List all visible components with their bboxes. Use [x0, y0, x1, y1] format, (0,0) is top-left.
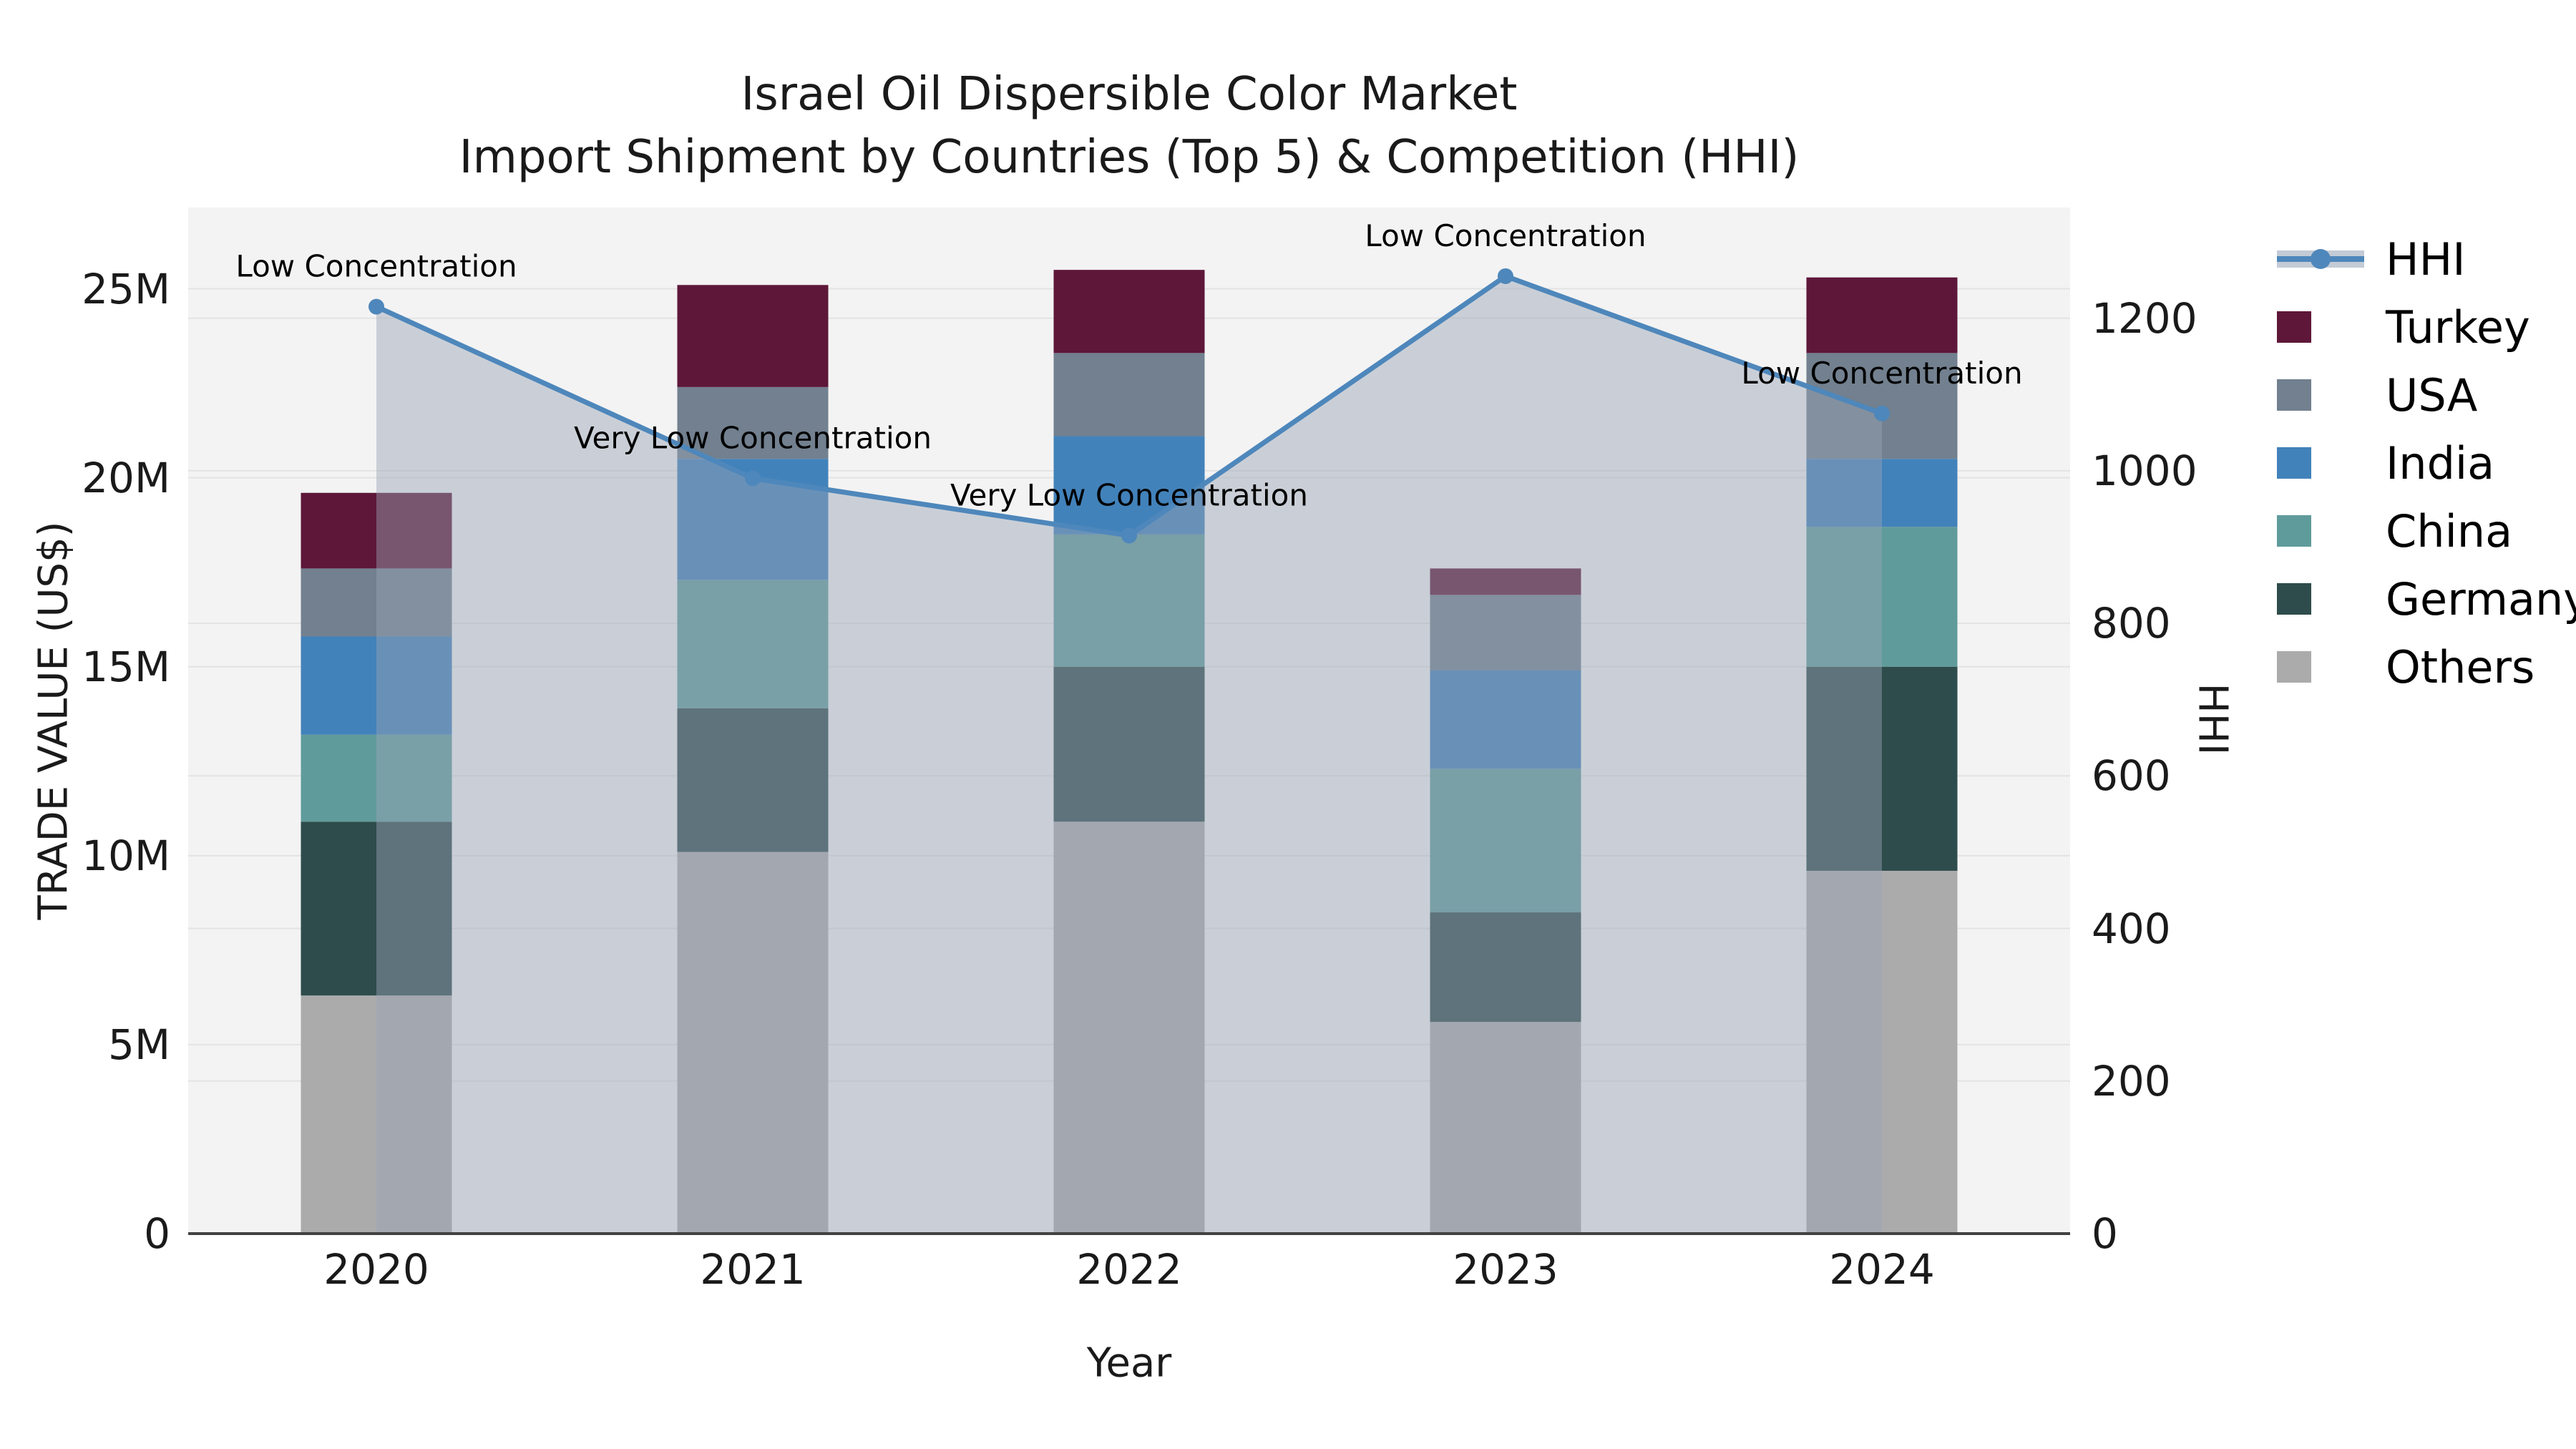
hhi-marker-2022 [1121, 527, 1137, 544]
bar-segment-2023-Others [1430, 1022, 1581, 1234]
y-left-tick-25M: 25M [82, 264, 170, 313]
y-right-tick-600: 600 [2092, 751, 2171, 801]
bar-segment-2024-Turkey [1806, 277, 1958, 353]
chart-title-line2: Import Shipment by Countries (Top 5) & C… [459, 131, 1800, 184]
y-left-tick-0: 0 [144, 1209, 170, 1258]
legend-label-India: India [2386, 436, 2495, 489]
bar-segment-2022-Others [1053, 821, 1205, 1234]
y-right-tick-0: 0 [2092, 1209, 2118, 1258]
legend-label-Germany: Germany [2386, 572, 2576, 625]
hhi-area-fill [376, 275, 1882, 1234]
legend-label-China: China [2386, 504, 2513, 557]
bar-segment-2022-China [1053, 534, 1205, 667]
hhi-marker-2021 [745, 470, 761, 487]
legend-label-Others: Others [2386, 640, 2535, 693]
legend-hhi-line-icon [2277, 249, 2364, 269]
legend-swatch-Germany [2277, 583, 2311, 615]
bar-segment-2024-Others [1806, 870, 1958, 1234]
legend-swatch-USA [2277, 379, 2311, 411]
annotation-2021: Very Low Concentration [574, 420, 932, 455]
bar-segment-2024-India [1806, 459, 1958, 527]
annotation-2023: Low Concentration [1365, 218, 1646, 253]
legend-item-HHI: HHI [2277, 233, 2576, 286]
legend-item-Germany: Germany [2277, 572, 2576, 625]
x-tick-2022: 2022 [1076, 1245, 1182, 1294]
x-tick-2024: 2024 [1829, 1245, 1935, 1294]
y-right-tick-800: 800 [2092, 599, 2171, 648]
legend-item-India: India [2277, 436, 2576, 489]
bar-segment-2024-Germany [1806, 666, 1958, 871]
y-right-tick-200: 200 [2092, 1056, 2171, 1106]
chart-title: Israel Oil Dispersible Color Market Impo… [459, 63, 1800, 189]
bar-segment-2020-Others [301, 995, 452, 1234]
bar-segment-2022-USA [1053, 353, 1205, 436]
legend-label-USA: USA [2386, 369, 2478, 421]
bar-segment-2024-China [1806, 527, 1958, 667]
legend-item-Others: Others [2277, 640, 2576, 693]
hhi-marker-2024 [1874, 405, 1890, 421]
y-right-tick-400: 400 [2092, 904, 2171, 953]
y-right-tick-1200: 1200 [2092, 293, 2197, 343]
legend-swatch-China [2277, 515, 2311, 547]
legend-item-USA: USA [2277, 369, 2576, 421]
chart-canvas: Low Concentration Very Low Concentration V… [188, 218, 2070, 1234]
x-tick-2023: 2023 [1453, 1245, 1558, 1294]
bar-segment-2020-Germany [301, 821, 452, 996]
bar-segment-2021-USA [677, 386, 829, 459]
bar-segment-2022-Turkey [1053, 270, 1205, 353]
y-right-tick-1000: 1000 [2092, 446, 2197, 495]
bar-segment-2020-Turkey [301, 492, 452, 569]
x-axis-line [188, 1232, 2070, 1235]
annotation-2020: Low Concentration [235, 249, 517, 284]
y-left-tick-15M: 15M [82, 642, 170, 691]
hhi-marker-2023 [1498, 268, 1513, 284]
bar-segment-2021-Turkey [677, 285, 829, 387]
x-tick-2021: 2021 [700, 1245, 806, 1294]
annotation-2022: Very Low Concentration [950, 477, 1308, 512]
bar-segment-2020-India [301, 636, 452, 735]
bar-segment-2023-Germany [1430, 912, 1581, 1023]
legend-label-HHI: HHI [2386, 233, 2466, 286]
bar-segment-2021-Germany [677, 708, 829, 852]
legend-item-China: China [2277, 504, 2576, 557]
bar-segment-2022-Germany [1053, 666, 1205, 822]
bar-segment-2020-USA [301, 568, 452, 637]
bar-segment-2021-Others [677, 852, 829, 1234]
bar-segment-2023-India [1430, 670, 1581, 769]
bar-segment-2023-Turkey [1430, 568, 1581, 595]
legend-swatch-Others [2277, 651, 2311, 683]
bar-segment-2020-China [301, 734, 452, 822]
legend-swatch-India [2277, 447, 2311, 479]
y-left-tick-20M: 20M [82, 453, 170, 502]
y-left-tick-10M: 10M [82, 831, 170, 880]
bar-segment-2023-China [1430, 769, 1581, 913]
legend: HHI Turkey USA India China Germany Others [2277, 233, 2576, 712]
x-axis-title: Year [1086, 1340, 1172, 1387]
x-tick-2020: 2020 [323, 1245, 429, 1294]
y-left-axis-title: TRADE VALUE (US$) [30, 521, 77, 920]
legend-swatch-Turkey [2277, 311, 2311, 343]
bar-segment-2023-USA [1430, 595, 1581, 671]
bar-segment-2022-India [1053, 436, 1205, 535]
bar-segment-2021-China [677, 580, 829, 708]
legend-item-Turkey: Turkey [2277, 301, 2576, 353]
plot-area: Low Concentration Very Low Concentration V… [188, 208, 2070, 1234]
legend-label-Turkey: Turkey [2386, 301, 2530, 353]
y-right-axis-title: HHI [2189, 683, 2236, 756]
chart-title-line1: Israel Oil Dispersible Color Market [741, 68, 1518, 121]
annotation-2024: Low Concentration [1741, 356, 2022, 391]
hhi-marker-2020 [369, 298, 384, 315]
y-left-tick-5M: 5M [108, 1020, 170, 1069]
